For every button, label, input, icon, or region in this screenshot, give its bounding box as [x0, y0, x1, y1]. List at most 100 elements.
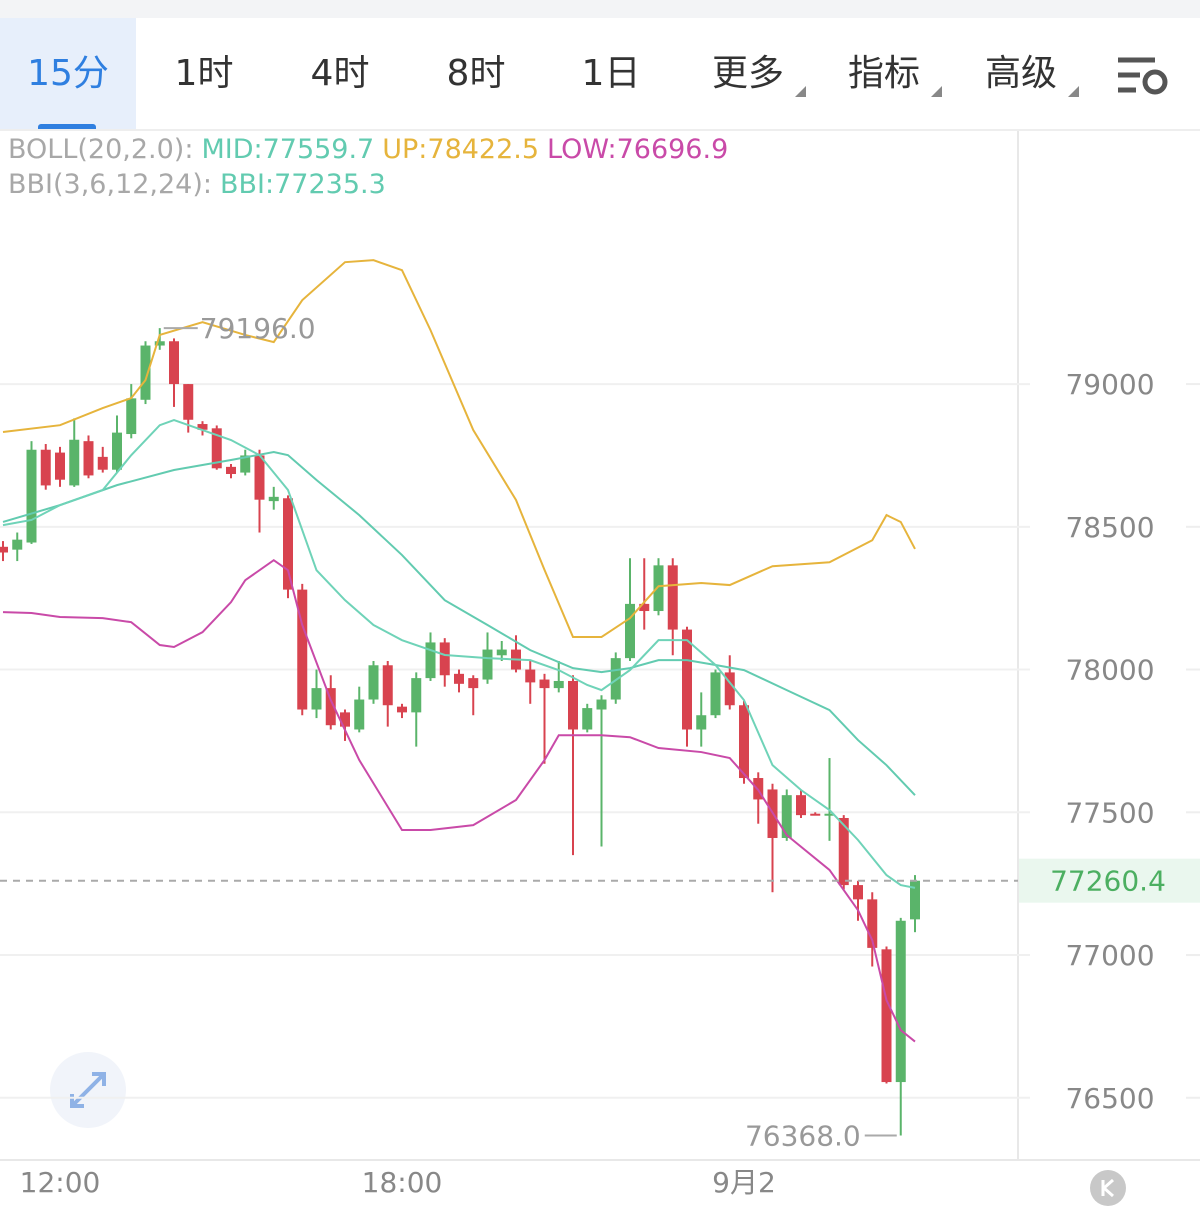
indicator-header: BBI(3,6,12,24): BBI:77235.3	[8, 169, 394, 200]
tab-label: 15分	[27, 53, 109, 94]
tab-label: 4时	[310, 53, 370, 94]
candle-body	[368, 665, 379, 700]
tab[interactable]: 15分	[0, 18, 136, 130]
candle-body	[283, 498, 293, 590]
tab[interactable]: 高级	[953, 18, 1089, 130]
indicator-name: BBI(3,6,12,24):	[8, 169, 212, 200]
candle-body	[724, 672, 735, 706]
expand-button[interactable]	[50, 1052, 126, 1128]
candle-body	[454, 673, 464, 684]
candle-body	[439, 642, 450, 676]
y-tick-label: 78000	[1065, 654, 1154, 687]
indicator-line	[2, 259, 916, 639]
candle-body	[40, 449, 51, 486]
candle-body	[867, 899, 878, 948]
candle-body	[468, 678, 479, 689]
last-price-label: 77260.4	[1050, 865, 1166, 898]
candle-body	[12, 539, 23, 550]
indicator-value: LOW:76696.9	[547, 134, 729, 165]
candle-body	[610, 658, 621, 700]
tab[interactable]: 指标	[816, 18, 952, 130]
candle-body	[653, 565, 664, 612]
candle-body	[183, 384, 194, 420]
candle-body	[154, 341, 165, 346]
last-price-box	[1019, 858, 1200, 903]
candle-body	[710, 672, 721, 716]
candle-body	[539, 679, 550, 689]
x-tick-label: 18:00	[362, 1166, 443, 1199]
candle-body	[838, 817, 849, 886]
candle-body	[682, 629, 692, 730]
indicator-line	[2, 418, 916, 889]
tab-bar: 15分 1时 4时 8时 1日 更多 指标 高级	[0, 18, 1200, 130]
candle-body	[325, 688, 336, 726]
y-tick-label: 76500	[1065, 1082, 1154, 1115]
candle-body	[596, 699, 607, 710]
candle-body	[639, 603, 650, 612]
candle-body	[26, 449, 37, 543]
candle-body	[767, 789, 778, 838]
tab-label: 更多	[711, 53, 784, 94]
tab[interactable]: 1日	[543, 18, 679, 130]
candle-body	[667, 565, 678, 630]
candle-body	[268, 496, 279, 502]
k-button[interactable]	[1090, 1170, 1126, 1206]
candle-body	[226, 466, 236, 474]
tab-underline	[38, 124, 96, 130]
candle-body	[568, 680, 578, 730]
candle-body	[411, 678, 422, 713]
tab[interactable]: 8时	[408, 18, 544, 130]
candle-body	[425, 642, 436, 679]
y-tick-label: 77000	[1065, 939, 1154, 972]
indicator-value: MID:77559.7	[201, 134, 375, 165]
y-tick-label: 78500	[1065, 511, 1154, 544]
candle-body	[696, 715, 707, 730]
candle-body	[97, 456, 108, 470]
candle-body	[55, 452, 65, 480]
tab-label: 指标	[847, 53, 920, 94]
candle-body	[582, 708, 593, 730]
candle-body	[553, 680, 564, 689]
tab-label: 1时	[174, 53, 234, 94]
candle-body	[753, 778, 764, 800]
x-tick-label: 12:00	[20, 1166, 101, 1199]
candle-body	[810, 813, 821, 816]
candle-body	[211, 428, 222, 469]
candle-body	[340, 712, 350, 727]
indicator-value: UP:78422.5	[382, 134, 540, 165]
candle-body	[824, 813, 835, 816]
indicator-line	[2, 450, 916, 796]
candle-body	[126, 398, 137, 435]
tab[interactable]: 1时	[136, 18, 272, 130]
candle-body	[254, 455, 265, 500]
y-tick-label: 79000	[1065, 368, 1154, 401]
y-tick-label: 77500	[1065, 796, 1154, 829]
indicator-line	[2, 558, 916, 1043]
candle-body	[853, 885, 863, 900]
candle-body	[0, 546, 8, 553]
candle-body	[197, 424, 208, 430]
candle-body	[625, 603, 635, 659]
tab[interactable]: 更多	[680, 18, 816, 130]
candle-body	[240, 455, 251, 473]
candle-body	[354, 699, 365, 730]
candle-body	[525, 669, 536, 683]
candle-body	[796, 795, 806, 816]
candle-body	[169, 341, 179, 385]
candle-body	[397, 706, 407, 713]
candle-body	[297, 589, 308, 710]
annotation-label: 79196.0	[200, 312, 316, 345]
candle-body	[311, 688, 322, 710]
candle-body	[511, 649, 521, 670]
candle-body	[496, 649, 507, 656]
candle-body	[895, 920, 906, 1083]
candle-body	[881, 949, 892, 1083]
tab[interactable]: 4时	[272, 18, 408, 130]
tab-label: 1日	[581, 53, 641, 94]
indicator-name: BOLL(20,2.0):	[8, 134, 194, 165]
annotation-label: 76368.0	[745, 1119, 861, 1152]
candle-body	[781, 795, 792, 838]
indicator-value: BBI:77235.3	[220, 169, 386, 200]
candle-body	[482, 649, 493, 680]
